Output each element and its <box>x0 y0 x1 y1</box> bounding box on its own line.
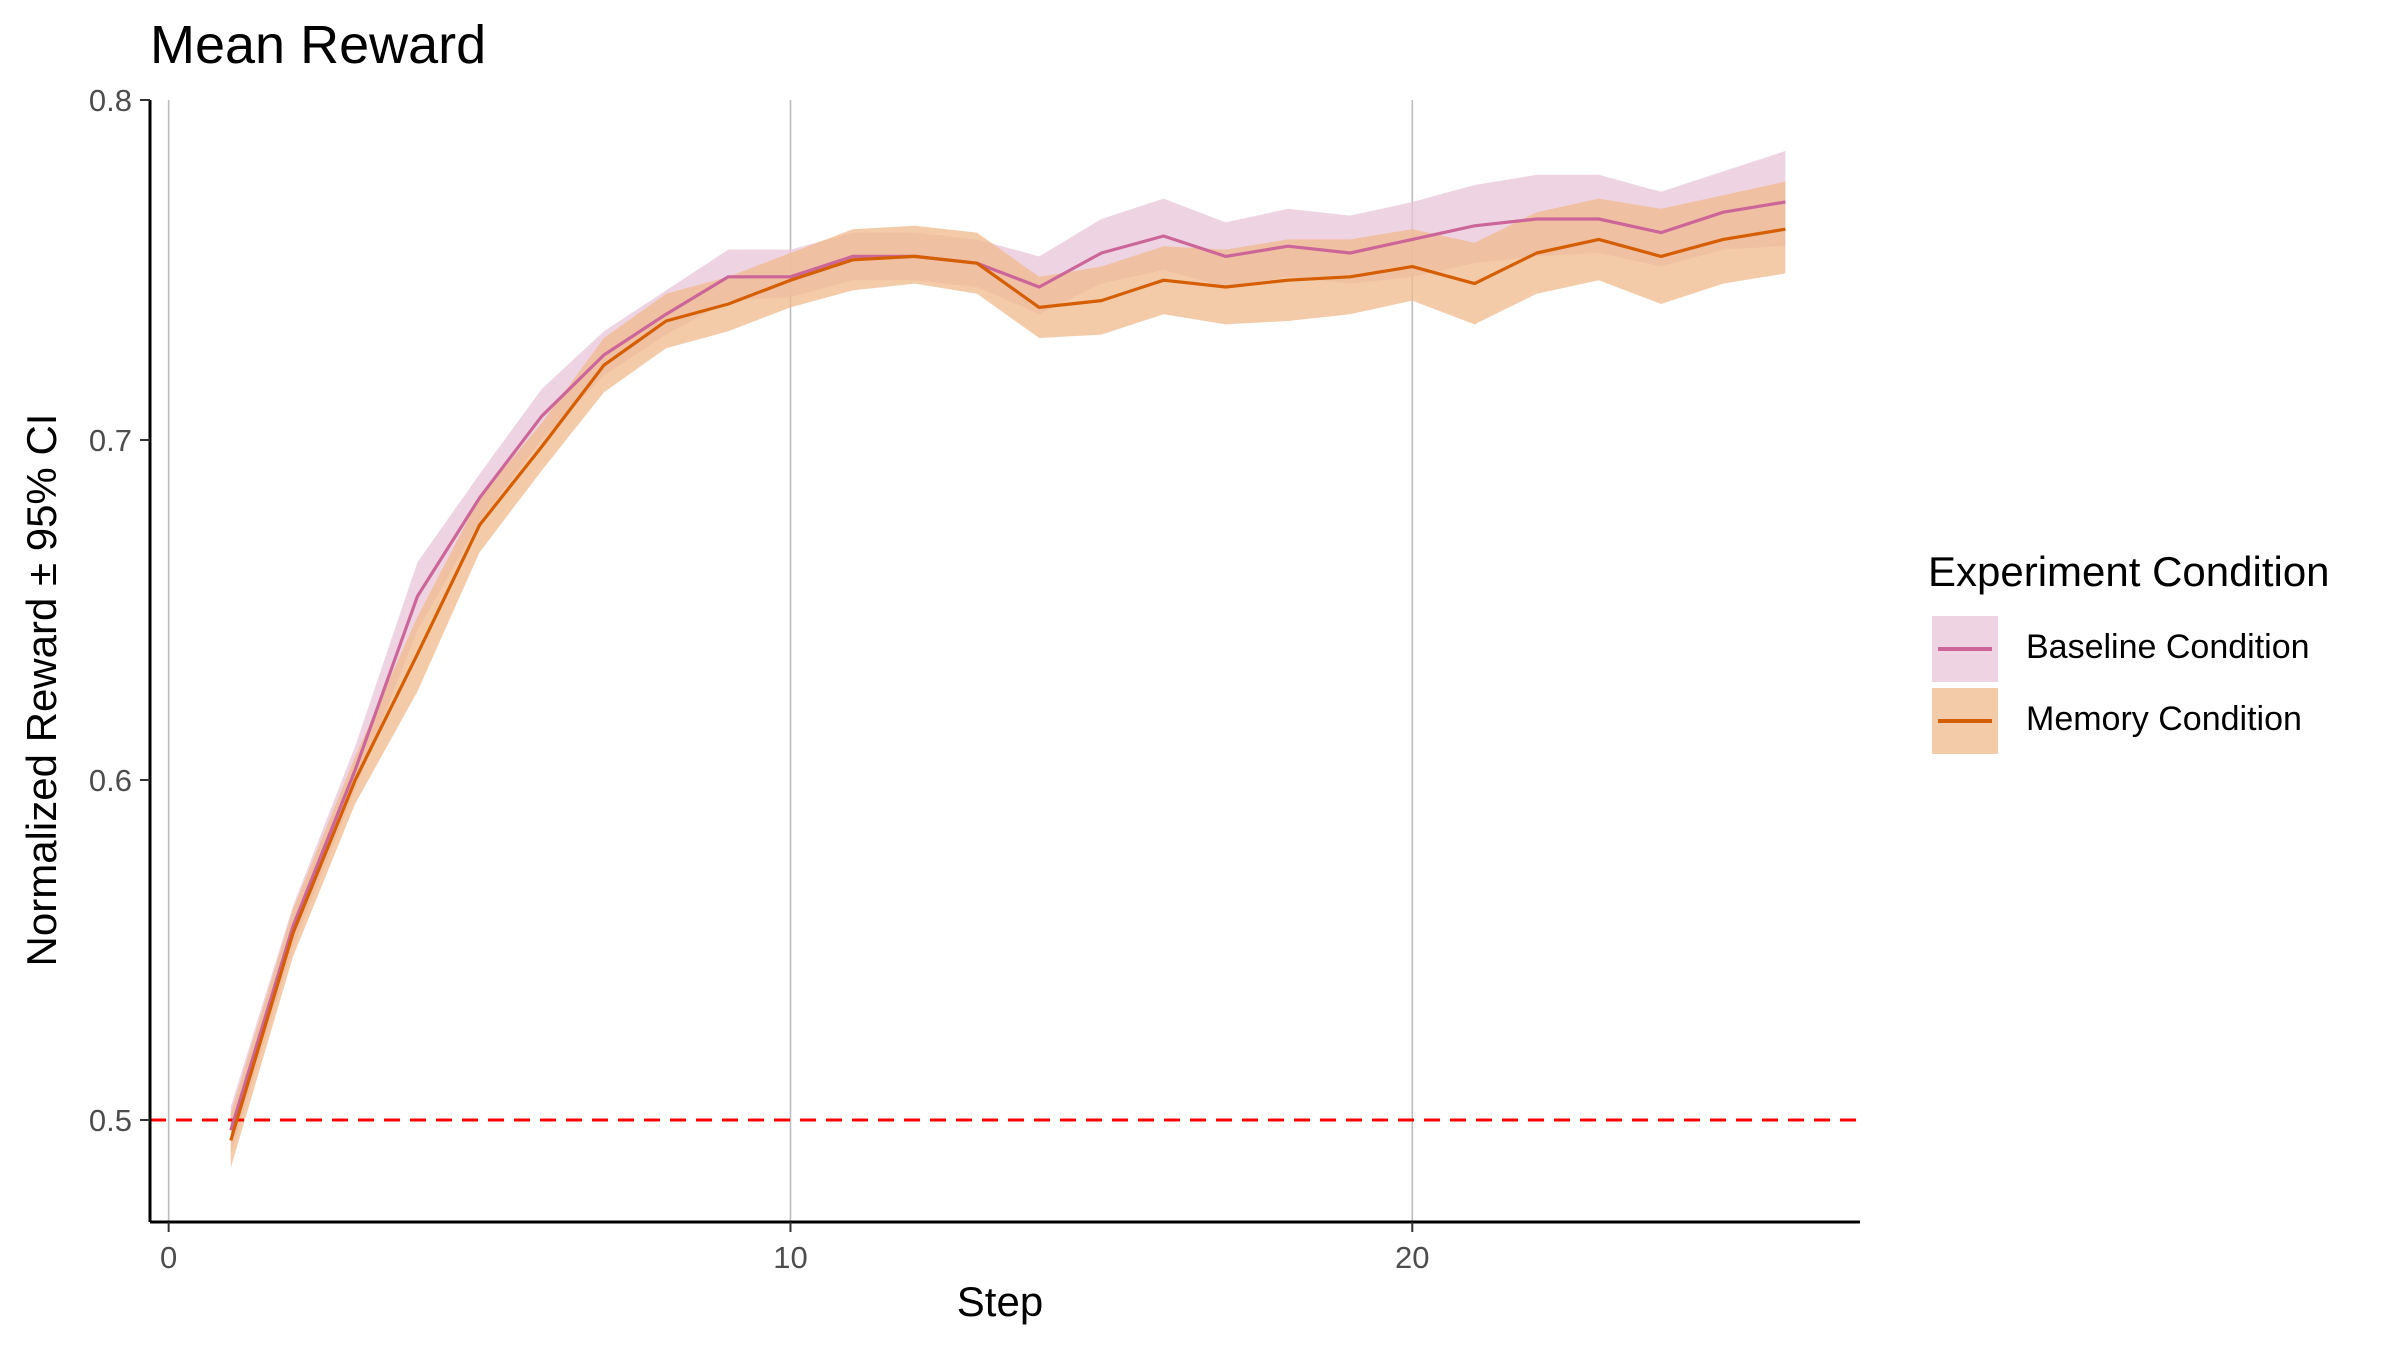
y-tick-label: 0.5 <box>89 1103 132 1138</box>
legend-item-memory: Memory Condition <box>1928 688 2330 760</box>
x-tick-label: 20 <box>1395 1240 1429 1275</box>
y-tick-label: 0.6 <box>89 763 132 798</box>
y-tick-label: 0.8 <box>89 83 132 118</box>
chart-title: Mean Reward <box>150 15 487 75</box>
y-axis-label: Normalized Reward ± 95% CI <box>18 413 65 967</box>
legend-key-memory <box>1932 688 1998 754</box>
x-tick-label: 10 <box>773 1240 807 1275</box>
series-line-baseline <box>229 200 1786 1131</box>
legend-label-memory: Memory Condition <box>2026 700 2302 738</box>
legend: Experiment Condition Baseline Condition … <box>1928 548 2330 760</box>
ci-ribbon-memory <box>230 181 1786 1168</box>
x-tick-label: 0 <box>160 1240 177 1275</box>
x-axis-label: Step <box>956 1278 1044 1325</box>
legend-key-baseline <box>1932 616 1998 682</box>
y-tick-label: 0.7 <box>89 423 132 458</box>
series-line-memory <box>229 227 1786 1141</box>
legend-item-baseline: Baseline Condition <box>1928 616 2330 688</box>
legend-label-baseline: Baseline Condition <box>2026 628 2310 666</box>
legend-title: Experiment Condition <box>1928 548 2330 595</box>
